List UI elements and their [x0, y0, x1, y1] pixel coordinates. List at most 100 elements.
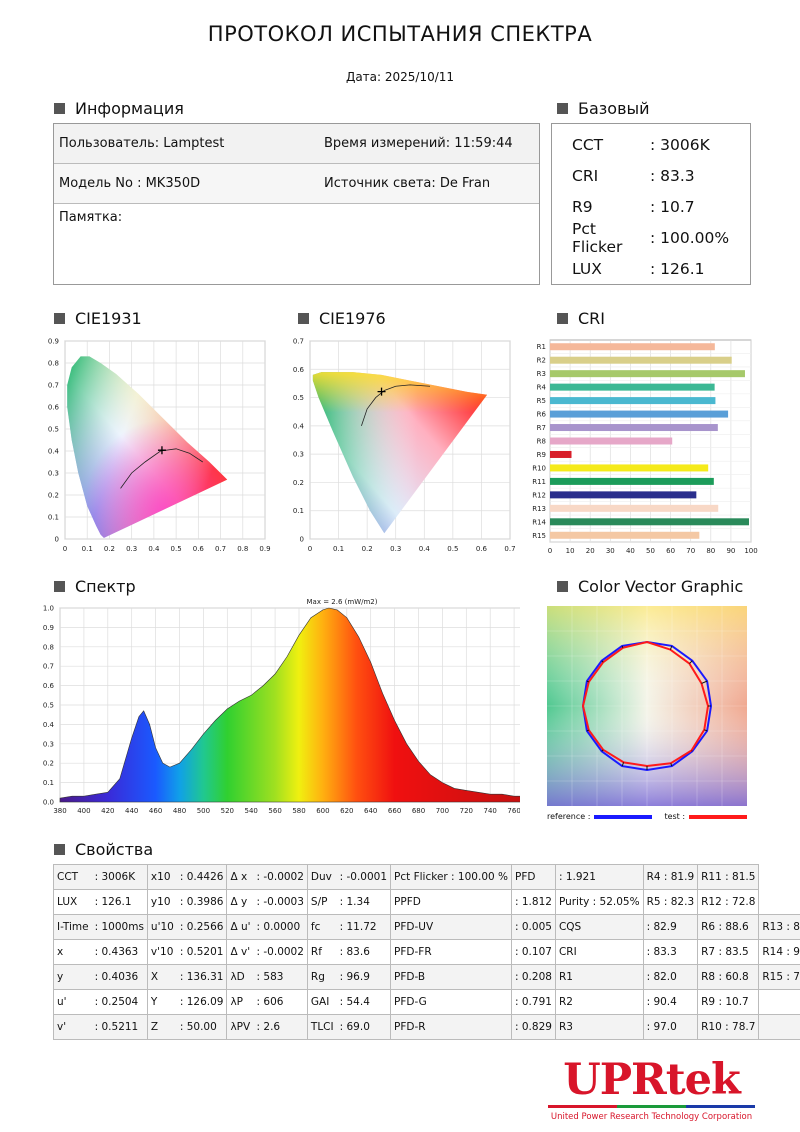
cvg-legend-reference-label: reference :: [547, 812, 591, 821]
cie1931-point-marker: [157, 446, 166, 455]
spectrum-xtick: 440: [125, 807, 138, 815]
spectrum-xtick: 480: [173, 807, 186, 815]
props-cell: : 90.4: [642, 989, 699, 1015]
cie1976-xtick: 0.3: [390, 545, 401, 553]
props-cell: Δ v': [226, 939, 254, 965]
cri-bar-r6: [550, 410, 729, 418]
props-cell: : 0.4426: [176, 864, 228, 890]
props-row: CCT: 3006K x10: 0.4426 Δ x: -0.0002 Duv: -0…: [52, 864, 800, 890]
props-cell: : -0.0002: [253, 864, 308, 890]
props-cell: PFD-B: [390, 964, 512, 990]
cri-bar-label: R8: [537, 438, 546, 446]
cie1931-ytick: 0.9: [48, 338, 59, 346]
section-square-icon: [54, 313, 65, 324]
props-cell: CQS: [554, 914, 644, 940]
cie1931-ytick: 0.5: [48, 426, 59, 434]
spectrum-ytick: 0.0: [43, 799, 54, 807]
cvg-legend: reference : test :: [547, 812, 748, 821]
props-cell: λD: [226, 964, 254, 990]
spectrum-ytick: 0.2: [43, 760, 54, 768]
spectrum-xtick: 740: [484, 807, 497, 815]
cie1976-chart: 0 0.1 0.2 0.3 0.4 0.5 0.6 0.7 0 0.1 0.2 0.3 0.4 0.5 0.…: [293, 338, 516, 554]
props-cell: : 0.791: [511, 989, 556, 1015]
cri-bar-r13: [550, 504, 719, 512]
section-square-icon: [54, 581, 65, 592]
props-cell: Δ u': [226, 914, 254, 940]
cri-bar-label: R14: [532, 518, 546, 526]
base-key: Pct Flicker: [572, 219, 623, 256]
cri-bar-r4: [550, 383, 715, 391]
spectrum-ytick: 0.6: [43, 682, 55, 690]
cri-bar-label: R13: [532, 505, 546, 513]
spectrum-xtick: 640: [364, 807, 377, 815]
cie1931-ytick: 0.3: [48, 470, 59, 478]
cri-bar-label: R15: [532, 532, 546, 540]
section-square-icon: [557, 313, 568, 324]
cie1976-xtick: 0.7: [504, 545, 515, 553]
cvg-legend-test-label: test :: [664, 812, 686, 821]
cri-bar-label: R7: [537, 424, 546, 432]
cri-bar-label: R9: [537, 451, 546, 459]
cri-bar-label: R10: [532, 464, 546, 472]
base-row: LUX: 126.1: [552, 253, 750, 284]
cvg-vector-arrow: [669, 645, 673, 650]
cri-bar-r15: [550, 531, 700, 539]
cie1931-xtick: 0.7: [215, 545, 226, 553]
cvg-vector-arrow: [586, 729, 589, 732]
spectrum-xtick: 520: [221, 807, 234, 815]
props-cell: PFD-UV: [390, 914, 512, 940]
logo: UPRtek United Power Research Technology …: [544, 1055, 759, 1122]
props-cell: λP: [226, 989, 254, 1015]
spectrum-ytick: 0.7: [43, 663, 54, 671]
spectrum-xtick: 380: [53, 807, 66, 815]
cri-bar-label: R3: [537, 370, 546, 378]
props-cell: Rg: [306, 964, 337, 990]
props-cell: R12 : 72.8: [697, 889, 760, 915]
props-cell: Rf: [306, 939, 337, 965]
spectrum-ytick: 0.4: [43, 721, 55, 729]
cri-xtick: 90: [726, 547, 735, 555]
props-cell: R1: [554, 964, 644, 990]
cri-bar-r14: [550, 518, 749, 526]
cie1976-xtick: 0: [308, 545, 312, 553]
props-cell: : 82.0: [642, 964, 699, 990]
cie1976-ytick: 0.5: [293, 394, 304, 402]
cri-bar-label: R12: [532, 491, 546, 499]
cie1931-ytick: 0: [55, 536, 59, 544]
cvg-chart: [547, 606, 747, 806]
spectrum-xtick: 680: [412, 807, 425, 815]
cie1931-xtick: 0.8: [237, 545, 248, 553]
props-cell: Pct Flicker : 100.00 %: [390, 864, 512, 890]
props-cell: : 606: [253, 989, 308, 1015]
props-cell: : 136.31: [176, 964, 228, 990]
cie1976-title: CIE1976: [298, 309, 386, 328]
cie1931-xtick: 0.1: [82, 545, 93, 553]
cri-xtick: 30: [606, 547, 615, 555]
cie1976-xtick: 0.6: [476, 545, 488, 553]
props-cell: [758, 1014, 800, 1040]
cie1976-ytick: 0.3: [293, 451, 304, 459]
cri-bar-label: R4: [537, 384, 547, 392]
base-key: R9: [572, 197, 593, 216]
cri-chart: 0 10 20 30 40 50 60 70 80 90 100 R1 R2 R3 R4 R5 R6 R7 R8 R9…: [532, 339, 758, 555]
cie1976-point-marker: [377, 387, 386, 396]
cie1931-xtick: 0.5: [171, 545, 182, 553]
props-cell: : 69.0: [336, 1014, 392, 1040]
props-cell: : 583: [253, 964, 308, 990]
cie1931-xtick: 0.6: [193, 545, 205, 553]
props-cell: : -0.0001: [336, 864, 392, 890]
props-table: CCT: 3006K x10: 0.4426 Δ x: -0.0002 Duv: -0…: [52, 864, 800, 1040]
base-key: CRI: [572, 166, 599, 185]
logo-text: UPRtek: [563, 1055, 741, 1105]
cvg-vector-arrow: [689, 660, 693, 664]
base-value: : 83.3: [650, 166, 695, 185]
props-cell: PFD: [511, 864, 556, 890]
cie1931-ytick: 0.2: [48, 492, 59, 500]
info-row-1: Пользователь: Lamptest Время измерений: …: [54, 124, 539, 164]
spectrum-ytick: 0.3: [43, 740, 54, 748]
cvg-vector-arrow: [586, 680, 589, 683]
cvg-legend-test-swatch: [689, 814, 748, 819]
props-row: v': 0.5211 Z: 50.00 λPV: 2.6 TLCI: 69.0 PFD-…: [52, 1014, 800, 1040]
cie1931-xtick: 0.3: [126, 545, 137, 553]
props-cell: u'10: [146, 914, 177, 940]
